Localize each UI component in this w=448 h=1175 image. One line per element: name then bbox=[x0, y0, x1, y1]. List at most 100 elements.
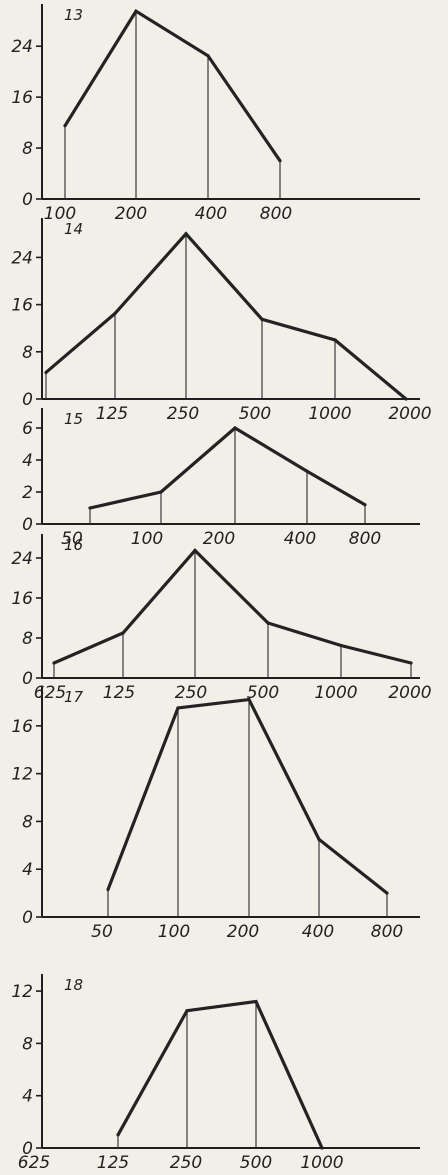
data-point bbox=[134, 9, 138, 13]
chart-panel-18: 0 4 8 12 625 125 250 500 1000 18 bbox=[11, 974, 420, 1173]
y-tick-label: 0 bbox=[22, 908, 33, 928]
series-line bbox=[116, 999, 324, 1149]
x-tick-label: 625 bbox=[18, 1153, 50, 1173]
series-line bbox=[53, 548, 412, 665]
y-tick-label: 4 bbox=[22, 860, 33, 880]
panel-number: 14 bbox=[64, 220, 83, 238]
y-tick-label: 8 bbox=[22, 139, 33, 159]
y-tick-label: 8 bbox=[22, 629, 33, 649]
x-tick-label: 125 bbox=[103, 683, 135, 703]
y-tick-label: 16 bbox=[11, 717, 33, 737]
data-point bbox=[159, 490, 163, 494]
x-tick-label: 200 bbox=[227, 922, 259, 942]
x-tick-label: 200 bbox=[115, 204, 147, 224]
panel-number: 16 bbox=[64, 536, 83, 554]
x-tick-label: 2000 bbox=[388, 404, 431, 424]
series-line bbox=[106, 697, 388, 895]
x-tick-label: 400 bbox=[284, 529, 316, 549]
x-tick-label: 250 bbox=[170, 1153, 202, 1173]
y-tick-label: 0 bbox=[22, 669, 33, 689]
data-point bbox=[254, 999, 258, 1004]
data-point bbox=[247, 697, 251, 702]
y-tick-label: 0 bbox=[22, 190, 33, 210]
data-point bbox=[44, 370, 48, 375]
x-tick-label: 2000 bbox=[388, 683, 431, 703]
y-tick-label: 24 bbox=[11, 549, 33, 569]
x-tick-label: 800 bbox=[371, 922, 403, 942]
x-tick-label: 50 bbox=[61, 529, 83, 549]
y-tick-label: 8 bbox=[22, 343, 33, 363]
series-line bbox=[89, 426, 366, 510]
x-tick-label: 50 bbox=[91, 922, 113, 942]
x-tick-label: 800 bbox=[260, 204, 292, 224]
data-point bbox=[63, 124, 67, 128]
data-point bbox=[266, 621, 270, 625]
y-tick-label: 6 bbox=[22, 419, 33, 439]
x-tick-label: 100 bbox=[131, 529, 163, 549]
data-point bbox=[206, 54, 210, 58]
x-tick-label: 800 bbox=[349, 529, 381, 549]
series-line bbox=[44, 231, 408, 401]
x-tick-label: 125 bbox=[96, 404, 128, 424]
data-point bbox=[113, 311, 117, 316]
data-point bbox=[385, 891, 389, 895]
x-tick-label: 250 bbox=[175, 683, 207, 703]
y-tick-label: 16 bbox=[11, 296, 33, 316]
x-tick-label: 100 bbox=[158, 922, 190, 942]
data-point bbox=[176, 706, 180, 710]
y-tick-label: 24 bbox=[11, 248, 33, 268]
y-tick-label: 4 bbox=[22, 1087, 33, 1107]
data-point bbox=[88, 506, 92, 510]
y-tick-label: 2 bbox=[22, 483, 33, 503]
data-point bbox=[185, 1009, 189, 1013]
data-point bbox=[52, 661, 56, 665]
chart-panel-17: 0 4 8 12 16 50 100 200 400 800 17 bbox=[11, 686, 420, 942]
data-point bbox=[193, 548, 197, 553]
x-tick-label: 1000 bbox=[308, 404, 351, 424]
x-tick-label: 200 bbox=[203, 529, 235, 549]
data-point bbox=[278, 159, 282, 163]
x-tick-label: 100 bbox=[44, 204, 76, 224]
data-point bbox=[404, 397, 408, 401]
x-tick-label: 250 bbox=[167, 404, 199, 424]
data-point bbox=[305, 469, 309, 473]
chart-panel-14: 0 8 16 24 125 250 500 1000 2000 14 bbox=[11, 218, 432, 424]
x-tick-label: 625 bbox=[34, 683, 66, 703]
x-tick-label: 1000 bbox=[314, 683, 357, 703]
y-tick-label: 0 bbox=[22, 515, 33, 535]
data-point bbox=[233, 426, 237, 430]
y-tick-label: 24 bbox=[11, 37, 33, 57]
data-point bbox=[184, 232, 188, 236]
x-tick-label: 500 bbox=[247, 683, 279, 703]
data-point bbox=[409, 661, 413, 665]
panel-number: 13 bbox=[64, 6, 83, 24]
data-point bbox=[339, 643, 343, 648]
y-tick-label: 12 bbox=[11, 765, 33, 785]
panel-number: 18 bbox=[64, 976, 83, 994]
x-tick-label: 125 bbox=[97, 1153, 129, 1173]
y-tick-label: 4 bbox=[22, 451, 33, 471]
y-tick-label: 8 bbox=[22, 812, 33, 832]
y-tick-label: 8 bbox=[22, 1034, 33, 1054]
x-tick-label: 1000 bbox=[300, 1153, 343, 1173]
chart-panel-15: 0 2 4 6 50 100 200 400 800 15 bbox=[22, 408, 420, 549]
x-tick-label: 500 bbox=[239, 404, 271, 424]
y-tick-label: 0 bbox=[22, 390, 33, 410]
data-point bbox=[116, 1133, 120, 1137]
chart-panel-13: 0 8 16 24 100 200 400 800 13 bbox=[11, 4, 420, 224]
series-line bbox=[63, 8, 282, 162]
y-tick-label: 16 bbox=[11, 88, 33, 108]
data-point bbox=[363, 503, 367, 507]
data-point bbox=[260, 317, 264, 321]
data-point bbox=[106, 887, 110, 892]
panel-number: 17 bbox=[64, 688, 84, 706]
y-tick-label: 16 bbox=[11, 589, 33, 609]
y-tick-label: 12 bbox=[11, 982, 33, 1002]
x-tick-label: 400 bbox=[302, 922, 334, 942]
panel-number: 15 bbox=[64, 410, 83, 428]
chart-panel-16: 0 8 16 24 625 125 250 500 1000 2000 16 bbox=[11, 534, 432, 703]
data-point bbox=[317, 837, 321, 841]
data-point bbox=[333, 338, 337, 342]
